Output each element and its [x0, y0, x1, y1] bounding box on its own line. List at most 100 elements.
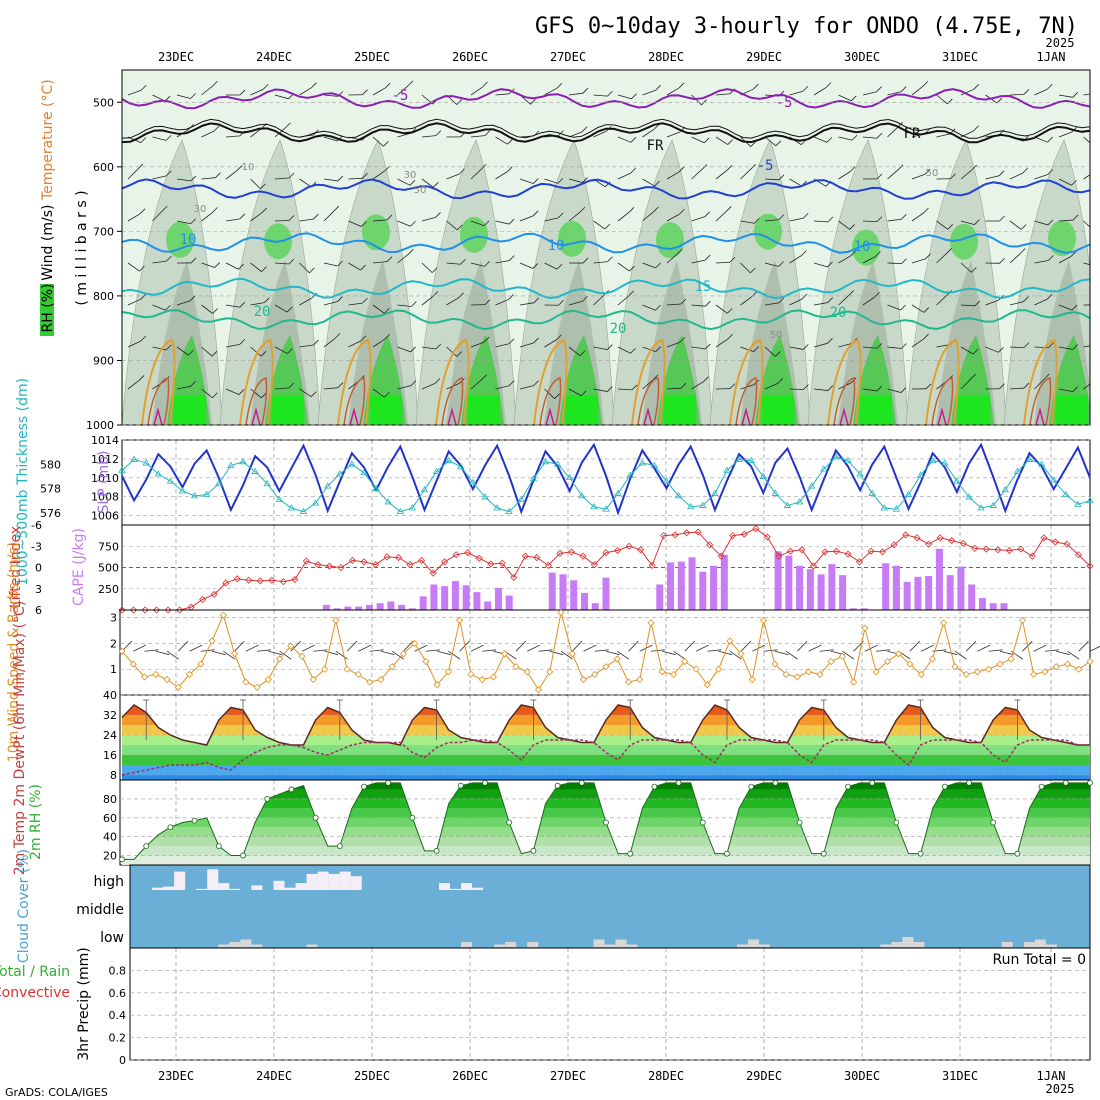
contour-label: 10	[548, 238, 565, 254]
rh-point	[482, 779, 488, 786]
wind-barb	[985, 346, 999, 353]
wind-barb	[715, 136, 728, 145]
wind-barb	[313, 649, 328, 652]
thickness-point	[178, 487, 187, 494]
wind-barb	[617, 94, 632, 100]
contour-label: -5	[776, 95, 793, 111]
wind-barb-flag	[607, 90, 613, 97]
date-label-bottom: 27DEC	[550, 1069, 586, 1083]
wind-barb	[764, 219, 779, 222]
wind-barb	[323, 301, 338, 306]
cape-bar	[699, 571, 707, 610]
wind-speed-point	[219, 611, 227, 619]
wind-barb-flag	[1048, 342, 1054, 348]
wind-barb	[323, 210, 335, 222]
wind-barb-flag	[1020, 224, 1027, 230]
y-tick-label: 500	[93, 96, 114, 109]
wind-barb	[519, 262, 534, 269]
wind-barb-flag	[508, 380, 515, 386]
wind-barb	[470, 135, 485, 138]
wind-barb	[1067, 650, 1080, 660]
wind-speed-point	[928, 655, 936, 663]
wind-barb	[176, 94, 191, 99]
wind-barb	[936, 220, 948, 230]
wind-barb	[1058, 94, 1073, 98]
temperature-contour	[349, 407, 359, 425]
wind-barb	[911, 338, 924, 348]
wind-barb	[1034, 346, 1049, 349]
wind-barb-flag	[876, 385, 883, 392]
wind-barb	[593, 295, 604, 306]
wind-speed-point	[242, 678, 250, 686]
wind-barb-flag	[607, 256, 613, 263]
wind-barb-flag	[628, 207, 635, 213]
wind-barb	[519, 178, 534, 184]
wind-speed-point	[692, 665, 700, 673]
cloud-bar-low	[1034, 939, 1046, 947]
wind-barb	[887, 127, 898, 138]
cloud-bar-low	[604, 944, 616, 947]
wind-barb	[372, 304, 385, 314]
wind-barb	[842, 650, 855, 660]
wind-barb-flag	[750, 267, 756, 274]
wind-barb	[127, 213, 141, 222]
wind-barb	[1034, 88, 1048, 96]
wind-barb	[684, 640, 695, 652]
wind-barb-flag	[922, 80, 929, 87]
li-point	[141, 606, 149, 614]
wind-barb	[789, 298, 803, 306]
wind-barb	[250, 178, 261, 190]
cloud-bar-low	[913, 942, 925, 947]
wind-barb-flag	[752, 83, 759, 90]
wind-barb	[864, 644, 878, 652]
wind-speed-point	[512, 663, 520, 671]
wind-barb	[954, 650, 967, 660]
wind-barb	[421, 296, 434, 306]
li-point	[717, 552, 725, 560]
rh-shade-90	[460, 216, 488, 253]
wind-barb	[960, 262, 972, 273]
rh-shade-90	[950, 223, 978, 260]
thickness-point	[735, 455, 743, 462]
wind-barb-flag	[753, 346, 760, 352]
rh-contour-label: 30	[194, 204, 207, 215]
rh-contour-label: 50	[770, 330, 783, 341]
li-point	[925, 540, 933, 548]
wind-speed-point	[838, 652, 846, 660]
wind-barb	[127, 340, 141, 348]
thickness-point	[1074, 500, 1082, 507]
wind-barb	[774, 650, 789, 656]
temperature-contour	[1023, 338, 1058, 425]
wind-barb-flag	[946, 248, 952, 254]
wind-barb-flag	[483, 220, 490, 227]
rh-point	[941, 783, 948, 790]
thickness-point	[541, 458, 550, 465]
wind-barb	[397, 253, 409, 264]
wind-speed-point	[185, 670, 194, 678]
wind-barb-flag	[1044, 373, 1050, 380]
temp-band	[122, 745, 1090, 755]
wind-barb-flag	[1047, 255, 1054, 261]
cape-bar	[580, 593, 588, 610]
wind-barb-flag	[778, 174, 785, 181]
wind-barb	[421, 217, 436, 222]
wind-barb-flag	[925, 253, 931, 260]
wind-speed-point	[1052, 663, 1060, 671]
cloud-bar-low	[891, 942, 903, 947]
wind-barb-flag	[826, 137, 833, 143]
li-tick-label: 0	[35, 562, 42, 575]
wind-barb	[789, 178, 802, 187]
wind-barb	[789, 90, 804, 96]
wind-barb-flag	[556, 263, 563, 270]
li-point	[706, 541, 714, 549]
thickness-point	[432, 467, 441, 474]
wind-barb-flag	[337, 296, 343, 302]
wind-barb-flag	[604, 181, 611, 188]
y-tick-label: 600	[93, 161, 114, 174]
wind-barb	[763, 649, 778, 652]
wind-barb-flag	[827, 297, 834, 303]
wind-barb-flag	[288, 382, 295, 389]
wind-barb-flag	[630, 137, 637, 143]
rh-point	[433, 847, 440, 854]
wind-barb	[862, 388, 877, 392]
